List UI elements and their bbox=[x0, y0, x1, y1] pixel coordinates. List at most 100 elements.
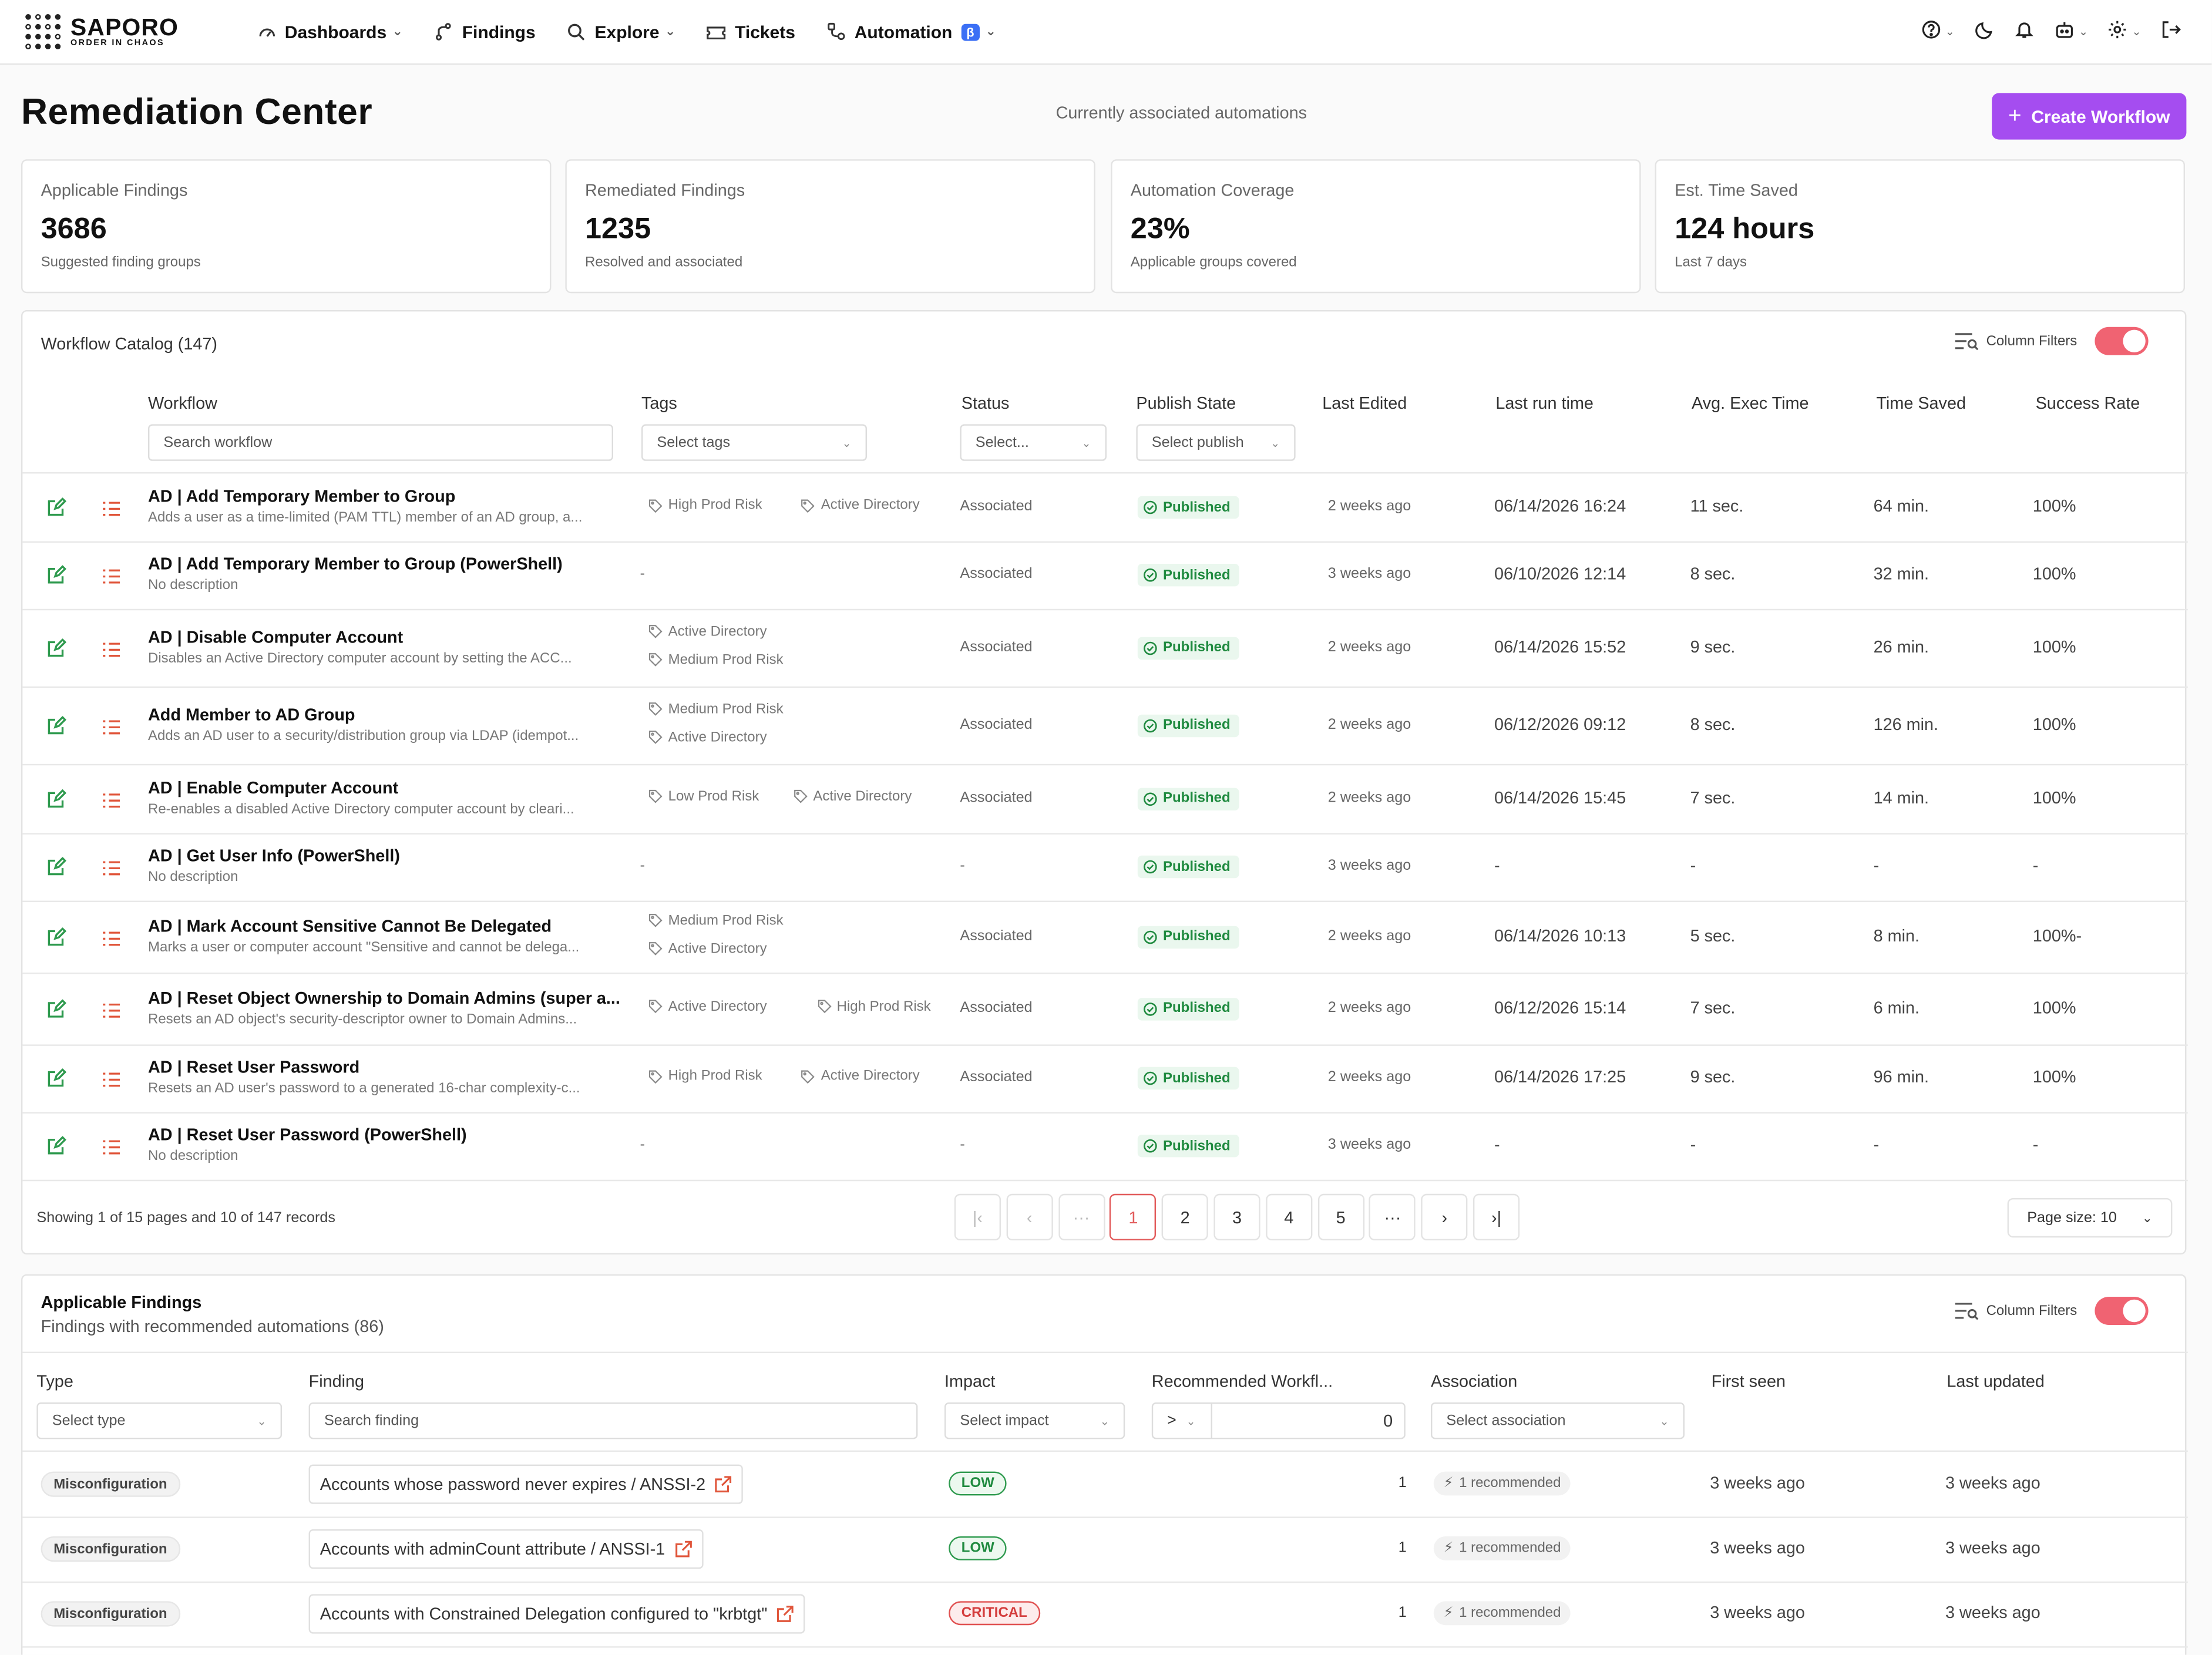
edit-icon[interactable] bbox=[46, 1136, 67, 1156]
edit-icon[interactable] bbox=[46, 788, 67, 809]
publish-state-select[interactable]: Select publish ⌄ bbox=[1136, 424, 1296, 461]
edit-icon[interactable] bbox=[46, 1068, 67, 1088]
nav-tickets[interactable]: Tickets bbox=[707, 22, 795, 42]
workflow-name[interactable]: AD | Enable Computer Account bbox=[148, 777, 399, 798]
col-last-updated[interactable]: Last updated bbox=[1947, 1371, 2045, 1391]
recommended-count-input[interactable]: 0 bbox=[1383, 1411, 1393, 1431]
page-button[interactable]: 5 bbox=[1317, 1193, 1364, 1240]
operator-select[interactable]: > ⌄ bbox=[1153, 1404, 1212, 1438]
assistant-menu[interactable]: ⌄ bbox=[2053, 20, 2088, 44]
edit-icon[interactable] bbox=[46, 856, 67, 877]
col-avg-exec[interactable]: Avg. Exec Time bbox=[1692, 393, 1809, 413]
tags-select[interactable]: Select tags ⌄ bbox=[641, 424, 867, 461]
bolt-icon: ⚡ bbox=[1443, 1540, 1454, 1556]
workflow-name[interactable]: AD | Mark Account Sensitive Cannot Be De… bbox=[148, 915, 552, 936]
association-pill[interactable]: ⚡ 1 recommended bbox=[1433, 1471, 1571, 1496]
nav-dashboards[interactable]: Dashboards ⌄ bbox=[257, 22, 403, 42]
nav-explore[interactable]: Explore ⌄ bbox=[567, 22, 675, 42]
workflow-name[interactable]: AD | Get User Info (PowerShell) bbox=[148, 846, 400, 866]
workflow-name[interactable]: AD | Add Temporary Member to Group bbox=[148, 486, 456, 506]
nav-automation[interactable]: Automation β ⌄ bbox=[826, 22, 996, 42]
impact-select[interactable]: Select impact ⌄ bbox=[944, 1402, 1125, 1439]
divider bbox=[22, 1581, 2188, 1583]
col-type[interactable]: Type bbox=[36, 1371, 73, 1391]
col-status[interactable]: Status bbox=[961, 393, 1010, 413]
next-page-button[interactable]: › bbox=[1421, 1193, 1468, 1240]
col-publish-state[interactable]: Publish State bbox=[1136, 393, 1236, 413]
col-finding[interactable]: Finding bbox=[308, 1371, 365, 1391]
col-time-saved[interactable]: Time Saved bbox=[1876, 393, 1966, 413]
col-workflow[interactable]: Workflow bbox=[148, 393, 217, 413]
nav-findings[interactable]: Findings bbox=[434, 22, 536, 42]
workflow-name[interactable]: AD | Add Temporary Member to Group (Powe… bbox=[148, 554, 563, 574]
prev-page-button[interactable]: ‹ bbox=[1006, 1193, 1053, 1240]
association-pill[interactable]: ⚡ 1 recommended bbox=[1433, 1601, 1571, 1626]
col-last-run[interactable]: Last run time bbox=[1495, 393, 1594, 413]
workflow-name[interactable]: AD | Disable Computer Account bbox=[148, 626, 404, 647]
col-association[interactable]: Association bbox=[1431, 1371, 1518, 1391]
col-last-edited[interactable]: Last Edited bbox=[1322, 393, 1407, 413]
logout-button[interactable] bbox=[2161, 20, 2181, 44]
workflow-name[interactable]: AD | Reset User Password bbox=[148, 1057, 360, 1077]
list-steps-icon[interactable] bbox=[102, 567, 122, 584]
workflow-name[interactable]: AD | Reset User Password (PowerShell) bbox=[148, 1125, 467, 1145]
status-select[interactable]: Select... ⌄ bbox=[960, 424, 1107, 461]
table-row: Misconfiguration Accounts with adminCount… bbox=[22, 1516, 2185, 1581]
list-steps-icon[interactable] bbox=[102, 499, 122, 516]
edit-icon[interactable] bbox=[46, 565, 67, 585]
column-filters-button[interactable]: Column Filters bbox=[1954, 331, 2077, 351]
col-tags[interactable]: Tags bbox=[641, 393, 677, 413]
settings-menu[interactable]: ⌄ bbox=[2108, 20, 2142, 44]
column-filters-toggle[interactable] bbox=[2095, 327, 2149, 355]
list-steps-icon[interactable] bbox=[102, 1138, 122, 1155]
page-button[interactable]: 4 bbox=[1265, 1193, 1312, 1240]
list-steps-icon[interactable] bbox=[102, 859, 122, 876]
workflow-description: Resets an AD object's security-descripto… bbox=[148, 1011, 577, 1027]
finding-link[interactable]: Accounts with Constrained Delegation con… bbox=[308, 1594, 806, 1634]
workflow-name[interactable]: AD | Reset Object Ownership to Domain Ad… bbox=[148, 987, 620, 1007]
first-page-button[interactable]: |‹ bbox=[954, 1193, 1001, 1240]
create-workflow-button[interactable]: + Create Workflow bbox=[1992, 93, 2187, 140]
association-pill[interactable]: ⚡ 1 recommended bbox=[1433, 1536, 1571, 1560]
external-link-icon[interactable] bbox=[715, 1476, 732, 1493]
association-select[interactable]: Select association ⌄ bbox=[1431, 1402, 1685, 1439]
workflow-search-input[interactable]: Search workflow bbox=[148, 424, 614, 461]
workflow-name[interactable]: Add Member to AD Group bbox=[148, 704, 355, 724]
external-link-icon[interactable] bbox=[675, 1540, 692, 1558]
col-impact[interactable]: Impact bbox=[944, 1371, 996, 1391]
list-steps-icon[interactable] bbox=[102, 1000, 122, 1017]
type-select[interactable]: Select type ⌄ bbox=[36, 1402, 283, 1439]
list-steps-icon[interactable] bbox=[102, 639, 122, 657]
last-run-time: - bbox=[1494, 1135, 1500, 1155]
page-button[interactable]: 1 bbox=[1110, 1193, 1157, 1240]
finding-search-input[interactable]: Search finding bbox=[308, 1402, 918, 1439]
edit-icon[interactable] bbox=[46, 715, 67, 735]
external-link-icon[interactable] bbox=[777, 1606, 794, 1623]
ellipsis-button[interactable]: ··· bbox=[1058, 1193, 1105, 1240]
col-first-seen[interactable]: First seen bbox=[1711, 1371, 1786, 1391]
help-menu[interactable]: ⌄ bbox=[1921, 20, 1955, 44]
notifications-button[interactable] bbox=[2014, 20, 2034, 44]
table-row: AD | Reset User Password Resets an AD use… bbox=[22, 1044, 2185, 1112]
page-button[interactable]: 3 bbox=[1213, 1193, 1260, 1240]
col-recommended[interactable]: Recommended Workfl... bbox=[1151, 1371, 1333, 1391]
theme-toggle[interactable] bbox=[1974, 20, 1994, 44]
finding-link[interactable]: Accounts whose password never expires / … bbox=[308, 1464, 744, 1504]
edit-icon[interactable] bbox=[46, 637, 67, 658]
page-size-select[interactable]: Page size: 10 ⌄ bbox=[2007, 1198, 2173, 1238]
list-steps-icon[interactable] bbox=[102, 928, 122, 946]
list-steps-icon[interactable] bbox=[102, 717, 122, 734]
list-steps-icon[interactable] bbox=[102, 1070, 122, 1087]
col-success-rate[interactable]: Success Rate bbox=[2035, 393, 2140, 413]
finding-link[interactable]: Accounts with adminCount attribute / ANS… bbox=[308, 1529, 704, 1569]
list-steps-icon[interactable] bbox=[102, 790, 122, 807]
edit-icon[interactable] bbox=[46, 926, 67, 947]
last-page-button[interactable]: ›| bbox=[1473, 1193, 1520, 1240]
page-button[interactable]: 2 bbox=[1162, 1193, 1209, 1240]
edit-icon[interactable] bbox=[46, 497, 67, 517]
column-filters-toggle[interactable] bbox=[2095, 1297, 2149, 1325]
ellipsis-button[interactable]: ··· bbox=[1369, 1193, 1416, 1240]
column-filters-button[interactable]: Column Filters bbox=[1954, 1301, 2077, 1321]
edit-icon[interactable] bbox=[46, 998, 67, 1018]
brand-logo[interactable]: SAPORO ORDER IN CHAOS bbox=[25, 13, 234, 50]
